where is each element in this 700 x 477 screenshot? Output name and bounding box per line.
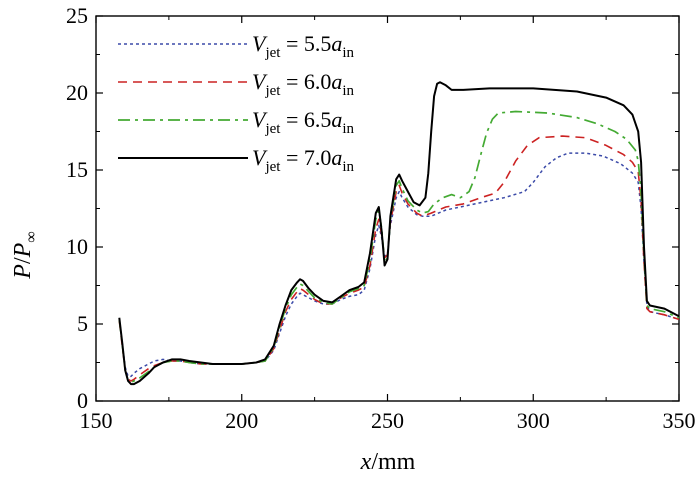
- x-tick-label: 250: [371, 408, 404, 433]
- plot-frame: [95, 15, 680, 402]
- axes-frame: [95, 15, 680, 402]
- series-line-1: [118, 152, 680, 378]
- series-line-4: [118, 81, 680, 386]
- x-tick-label: 300: [517, 408, 550, 433]
- legend-label-1: Vjet = 5.5ain: [252, 31, 355, 61]
- series-line-3: [118, 110, 680, 384]
- y-tick-label: 20: [66, 80, 88, 105]
- y-tick-label: 15: [66, 157, 88, 182]
- x-tick-label: 150: [80, 408, 113, 433]
- x-axis-title: x/mm: [360, 449, 416, 475]
- legend-label-2: Vjet = 6.0ain: [252, 69, 355, 99]
- series-layer: [118, 81, 680, 386]
- series-line-2: [118, 135, 680, 382]
- y-axis-title: P/P∞: [10, 231, 40, 279]
- y-tick-label: 10: [66, 234, 88, 259]
- x-tick-label: 200: [225, 408, 258, 433]
- y-tick-label: 0: [77, 388, 88, 413]
- x-axis: 150 200 250 300 350: [80, 16, 696, 433]
- legend-label-4: Vjet = 7.0ain: [252, 145, 355, 175]
- y-tick-label: 25: [66, 3, 88, 28]
- legend-label-3: Vjet = 6.5ain: [252, 107, 355, 137]
- y-tick-label: 5: [77, 311, 88, 336]
- x-tick-label: 350: [663, 408, 696, 433]
- legend: Vjet = 5.5ain Vjet = 6.0ain Vjet = 6.5ain V…: [118, 31, 355, 175]
- y-axis: 0 5 10 15 20 25: [66, 3, 679, 413]
